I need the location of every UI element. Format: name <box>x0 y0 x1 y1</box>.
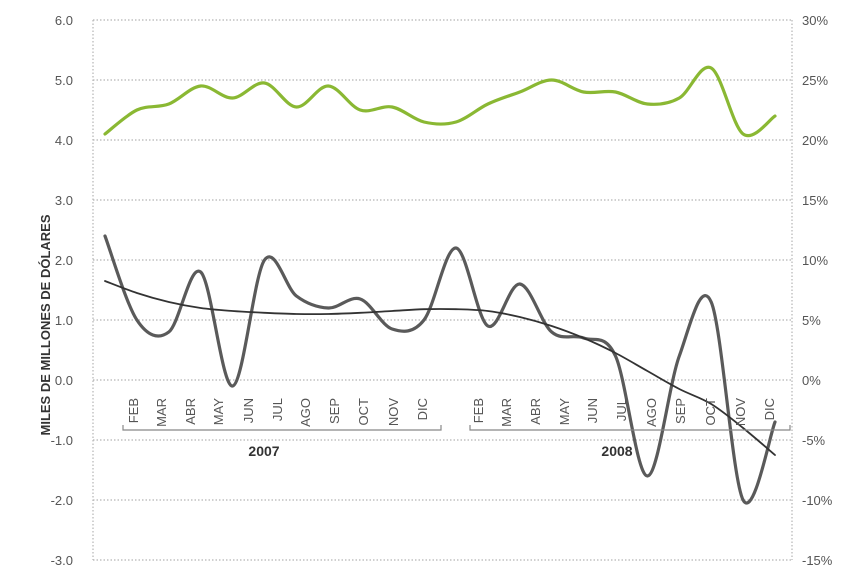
month-label: ABR <box>183 398 198 425</box>
left-tick-label: 2.0 <box>55 253 73 268</box>
month-label: MAY <box>557 398 572 426</box>
right-tick-label: -10% <box>802 493 833 508</box>
left-tick-label: 1.0 <box>55 313 73 328</box>
left-tick-label: 4.0 <box>55 133 73 148</box>
y-axis-label: MILES DE MILLONES DE DÓLARES <box>38 214 53 435</box>
month-label: MAR <box>499 398 514 427</box>
series-line-gray <box>103 234 777 505</box>
right-tick-label: -5% <box>802 433 826 448</box>
left-axis: 6.0 5.0 4.0 3.0 2.0 1.0 0.0 -1.0 -2.0 -3.0 <box>51 13 73 568</box>
left-tick-label: -1.0 <box>51 433 73 448</box>
left-tick-label: 5.0 <box>55 73 73 88</box>
left-tick-label: 6.0 <box>55 13 73 28</box>
series-line-green <box>103 65 777 138</box>
right-tick-label: 30% <box>802 13 828 28</box>
grid-lines <box>92 19 793 561</box>
right-tick-label: 20% <box>802 133 828 148</box>
year-labels: 2007 2008 <box>248 443 632 459</box>
year-label-2008: 2008 <box>601 443 632 459</box>
trend-line <box>104 280 776 456</box>
month-label: AGO <box>644 398 659 427</box>
month-labels: FEB MAR ABR MAY JUN JUL AGO SEP OCT NOV DIC FEB MAR A… <box>122 398 791 431</box>
right-tick-label: 0% <box>802 373 821 388</box>
month-label: JUN <box>585 398 600 423</box>
month-label: JUL <box>614 398 629 421</box>
month-label: MAR <box>154 398 169 427</box>
month-label: OCT <box>356 398 371 426</box>
month-label: NOV <box>386 398 401 427</box>
year-label-2007: 2007 <box>248 443 279 459</box>
left-tick-label: -3.0 <box>51 553 73 568</box>
series-lines <box>103 65 777 505</box>
month-label: ABR <box>528 398 543 425</box>
year-bracket <box>469 425 791 431</box>
right-tick-label: 10% <box>802 253 828 268</box>
right-tick-label: 15% <box>802 193 828 208</box>
month-label: SEP <box>673 398 688 424</box>
month-label: JUL <box>270 398 285 421</box>
month-label: FEB <box>471 398 486 423</box>
left-tick-label: -2.0 <box>51 493 73 508</box>
year-bracket <box>122 425 442 431</box>
month-label: FEB <box>126 398 141 423</box>
month-label: JUN <box>241 398 256 423</box>
right-axis: 30% 25% 20% 15% 10% 5% 0% -5% -10% -15% <box>802 13 833 568</box>
month-label: OCT <box>703 398 718 426</box>
month-label: MAY <box>211 398 226 426</box>
right-tick-label: 25% <box>802 73 828 88</box>
left-tick-label: 3.0 <box>55 193 73 208</box>
month-label: NOV <box>733 398 748 427</box>
month-label: SEP <box>327 398 342 424</box>
month-label: DIC <box>415 398 430 420</box>
right-tick-label: 5% <box>802 313 821 328</box>
right-tick-label: -15% <box>802 553 833 568</box>
left-tick-label: 0.0 <box>55 373 73 388</box>
month-label: AGO <box>298 398 313 427</box>
month-label: DIC <box>762 398 777 420</box>
